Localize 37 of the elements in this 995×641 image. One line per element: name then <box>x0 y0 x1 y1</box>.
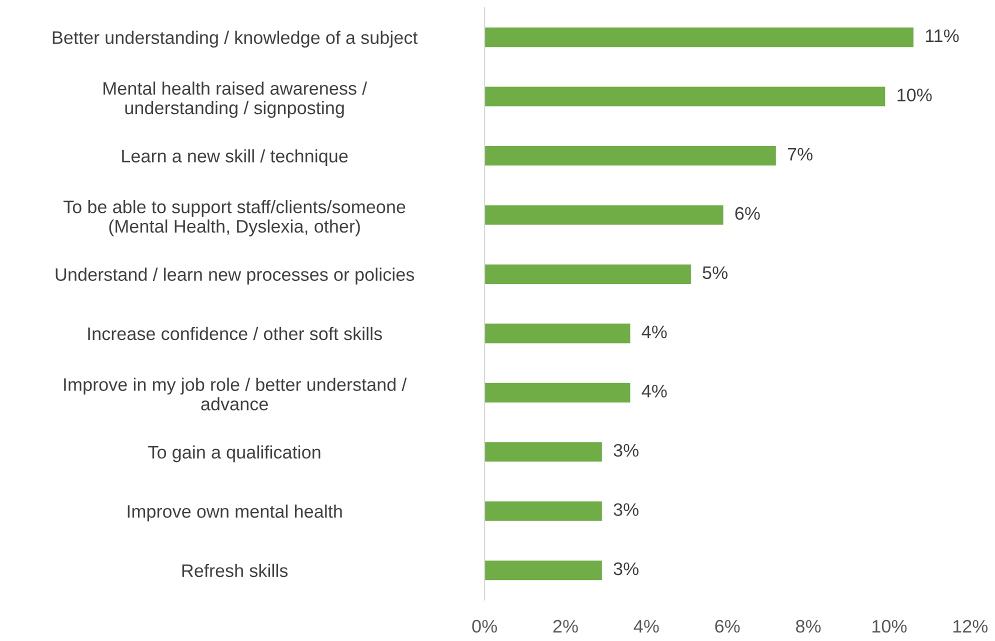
x-tick-label: 12% <box>953 620 988 633</box>
y-tick-label: To be able to support staff/clients/someone (Mental Health, Dyslexia, other) <box>64 200 406 236</box>
x-tick-label: 10% <box>872 620 907 633</box>
bar <box>484 86 886 106</box>
data-label: 4% <box>642 326 667 338</box>
y-tick-label: Refresh skills <box>182 564 288 578</box>
bar <box>484 501 602 521</box>
data-label: 3% <box>614 562 638 576</box>
data-label: 10% <box>898 88 932 102</box>
x-tick-label: 4% <box>634 620 659 633</box>
bar <box>484 264 691 284</box>
bar <box>484 28 914 48</box>
x-tick-label: 0% <box>472 620 497 633</box>
bar <box>484 205 724 225</box>
y-tick-label: Learn a new skill / technique <box>122 149 348 166</box>
bar <box>484 146 776 166</box>
x-tick-label: 6% <box>715 620 740 633</box>
data-label: 7% <box>788 148 812 161</box>
data-label: 3% <box>614 444 638 457</box>
data-label: 3% <box>614 503 638 516</box>
x-tick-label: 8% <box>796 620 821 633</box>
x-tick-label: 2% <box>553 620 578 633</box>
bar <box>484 324 630 344</box>
y-tick-label: Understand / learn new processes or policies <box>56 268 414 285</box>
data-label: 5% <box>702 266 728 280</box>
y-tick-label: Improve own mental health <box>128 504 342 522</box>
data-label: 11% <box>926 29 959 42</box>
y-tick-label: Increase confidence / other soft skills <box>88 326 382 340</box>
y-tick-label: Improve in my job role / better understand / advance <box>64 378 407 410</box>
bar <box>484 560 602 580</box>
bar <box>484 382 630 402</box>
bar <box>484 442 602 462</box>
y-tick-label: Better understanding / knowledge of a subject <box>52 30 418 48</box>
data-label: 4% <box>642 384 667 398</box>
y-tick-label: Mental health raised awareness / understanding / signposting <box>104 82 368 118</box>
y-tick-label: To gain a qualification <box>148 445 320 462</box>
data-label: 6% <box>735 207 760 220</box>
